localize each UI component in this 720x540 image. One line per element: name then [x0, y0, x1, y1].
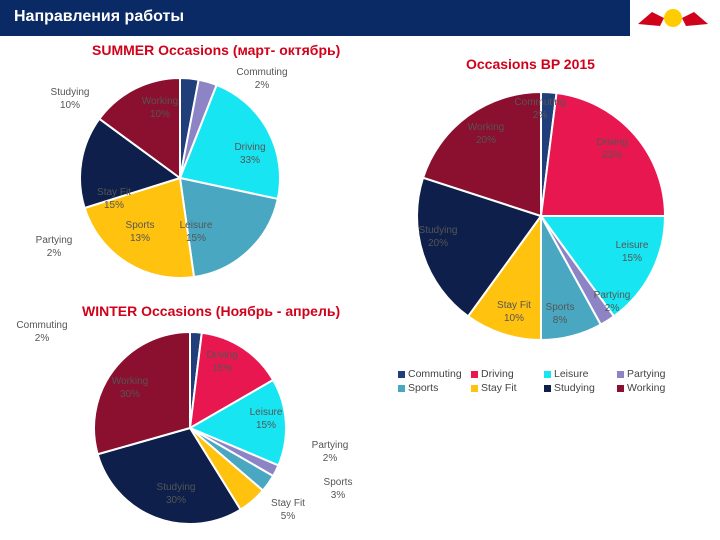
bp2015-slice-stay-fit: [466, 212, 542, 342]
bp2015-label-studying: Studying 20%: [419, 225, 458, 249]
legend-swatch: [617, 370, 624, 378]
bp2015-pie: Commuting 2% Driving 23% Leisure 15% Partying 2…: [416, 90, 667, 342]
chart-legend: Commuting Driving Leisure Partying Sports Sta…: [398, 368, 698, 396]
legend-item-driving: Driving: [471, 368, 544, 380]
legend-item-working: Working: [617, 382, 690, 394]
summer-label-partying: Partying 2%: [36, 235, 73, 259]
winter-label-partying: Partying 2%: [312, 440, 349, 464]
summer-label-sports: Sports 13%: [126, 220, 155, 244]
legend-swatch: [544, 384, 551, 392]
legend-swatch: [471, 384, 478, 392]
legend-item-commuting: Commuting: [398, 368, 471, 380]
summer-label-studying: Studying 10%: [51, 87, 90, 111]
summer-label-commuting: Commuting 2%: [236, 67, 287, 91]
legend-swatch: [471, 370, 478, 378]
winter-chart-title: WINTER Occasions (Ноябрь - апрель): [82, 303, 341, 319]
header-bar: Направления работы: [0, 0, 720, 36]
legend-label: Partying: [627, 368, 666, 380]
winter-slice-working: [93, 330, 191, 456]
legend-swatch: [398, 384, 405, 392]
winter-pie: Commuting 2% Driving 15% Leisure 15% Partying 2…: [16, 320, 353, 525]
winter-label-working: Working 30%: [112, 376, 149, 400]
bp2015-label-working: Working 20%: [468, 122, 505, 146]
legend-label: Working: [627, 382, 666, 394]
winter-slice-leisure: [187, 378, 287, 467]
summer-label-working: Working 10%: [142, 96, 179, 120]
legend-row: Commuting Driving Leisure Partying: [398, 368, 698, 380]
legend-item-sports: Sports: [398, 382, 471, 394]
summer-slice-stay-fit: [83, 176, 196, 279]
summer-slice-leisure: [178, 83, 281, 201]
bp2015-label-partying: Partying 2%: [594, 290, 631, 314]
legend-label: Stay Fit: [481, 382, 517, 394]
bp2015-slice-working: [421, 90, 542, 218]
summer-slice-sports: [178, 176, 279, 279]
winter-label-sports: Sports 3%: [324, 477, 353, 501]
winter-label-commuting: Commuting 2%: [16, 320, 67, 344]
summer-label-driving: Driving 33%: [234, 142, 265, 166]
legend-swatch: [544, 370, 551, 378]
winter-label-driving: Driving 15%: [206, 350, 237, 374]
page-title: Направления работы: [14, 8, 184, 25]
legend-row: Sports Stay Fit Studying Working: [398, 382, 698, 394]
bp2015-label-sports: Sports 8%: [546, 302, 575, 326]
summer-slice-working: [97, 76, 181, 180]
bp2015-label-stay-fit: Stay Fit 10%: [497, 300, 531, 324]
legend-label: Sports: [408, 382, 439, 394]
summer-chart-title: SUMMER Occasions (март- октябрь): [92, 42, 341, 58]
summer-slice-studying: [79, 117, 183, 210]
logo-area: [630, 0, 720, 36]
bp2015-label-commuting: Commuting 2%: [514, 97, 565, 121]
bp2015-label-driving: Driving 23%: [596, 137, 627, 161]
red-bull-logo-icon: [638, 9, 708, 27]
legend-item-partying: Partying: [617, 368, 690, 380]
summer-pie: Commuting 2% Driving 33% Leisure 15% Partying 2…: [36, 67, 288, 279]
summer-label-stay-fit: Stay Fit 15%: [97, 187, 131, 211]
bp2015-slice-studying: [416, 176, 543, 318]
bp2015-slice-leisure: [539, 215, 667, 318]
legend-label: Leisure: [554, 368, 589, 380]
summer-label-leisure: Leisure 15%: [180, 220, 213, 244]
winter-label-stay-fit: Stay Fit 5%: [271, 498, 305, 522]
bp2015-chart-title: Occasions BP 2015: [466, 56, 595, 72]
legend-item-studying: Studying: [544, 382, 617, 394]
winter-slice-studying: [96, 426, 242, 525]
legend-swatch: [398, 370, 405, 378]
bp2015-slice-driving: [539, 91, 667, 217]
legend-label: Driving: [481, 368, 514, 380]
winter-label-leisure: Leisure 15%: [250, 407, 283, 431]
legend-item-stay-fit: Stay Fit: [471, 382, 544, 394]
legend-label: Studying: [554, 382, 595, 394]
legend-swatch: [617, 384, 624, 392]
bp2015-label-leisure: Leisure 15%: [616, 240, 649, 264]
legend-label: Commuting: [408, 368, 462, 380]
legend-item-leisure: Leisure: [544, 368, 617, 380]
winter-label-studying: Studying 30%: [157, 482, 196, 506]
winter-slice-driving: [188, 331, 275, 430]
